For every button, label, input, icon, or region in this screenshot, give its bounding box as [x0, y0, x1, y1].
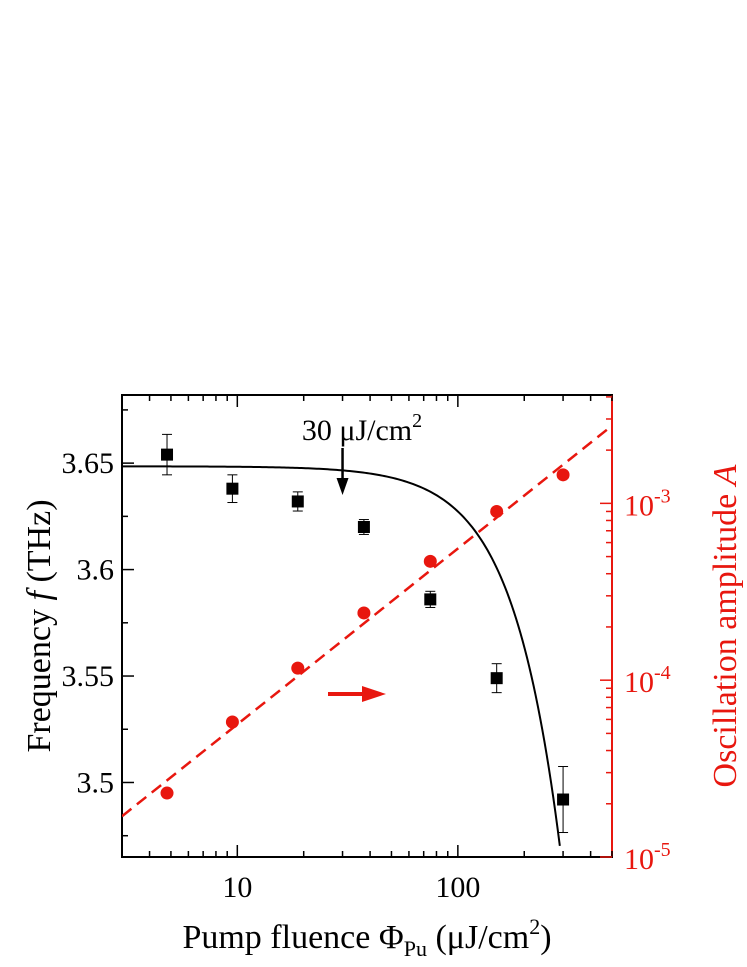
y-right-axis-title-pre: Oscillation amplitude: [707, 485, 744, 787]
fits-layer: [122, 424, 612, 847]
y-left-axis-title-post: (THz): [21, 499, 58, 591]
y-left-tick-label: 3.5: [77, 766, 115, 799]
amplitude-point: [357, 606, 371, 620]
frequency-point: [291, 495, 304, 508]
threshold-arrow: [336, 448, 349, 495]
amplitude-fit-line: [122, 424, 612, 818]
y-right-axis-title: Oscillation amplitude A: [707, 464, 744, 787]
threshold-annotation: 30 μJ/cm2: [302, 410, 422, 447]
frequency-point: [357, 521, 370, 533]
x-axis-title: Pump fluence ΦPu (μJ/cm2): [182, 914, 551, 961]
marks-layer: [160, 433, 570, 834]
amplitude-point: [160, 786, 174, 800]
y-right-tick-label-base: 10: [624, 843, 654, 876]
x-axis-title-subscript: Pu: [404, 936, 427, 961]
y-left-axis-title: Frequency f (THz): [21, 499, 58, 752]
amplitude-point: [225, 715, 239, 729]
frequency-point: [161, 448, 174, 461]
frequency-point: [226, 482, 239, 495]
y-right-tick-label-exp: -3: [654, 485, 671, 507]
x-axis-title-main: Pump fluence Φ: [182, 919, 403, 956]
y-right-tick-label: 10-3: [624, 485, 671, 522]
y-right-tick-label: 10-5: [624, 839, 671, 876]
threshold-annotation-text: 30 μJ/cm: [302, 414, 412, 447]
right-arrow-head: [362, 686, 386, 702]
y-right-tick-label-base: 10: [624, 489, 654, 522]
y-right-tick-label: 10-4: [624, 662, 671, 699]
x-axis-title-unit: (μJ/cm: [427, 919, 529, 956]
amplitude-point: [423, 554, 437, 568]
y-right-axis-title-var: A: [707, 464, 744, 487]
y-left-tick-label: 3.55: [62, 660, 115, 693]
x-axis-title-unit-sup: 2: [529, 914, 540, 939]
x-tick-label: 10: [222, 871, 252, 904]
y-right-tick-label-base: 10: [624, 666, 654, 699]
threshold-arrow-head: [336, 478, 349, 495]
amplitude-point: [490, 504, 504, 518]
plot-frame: [121, 394, 613, 858]
x-axis-title-unit-close: ): [540, 919, 551, 956]
threshold-annotation-sup: 2: [412, 410, 422, 432]
frequency-point: [557, 793, 570, 806]
right-axis-arrow: [328, 686, 386, 702]
y-right-tick-label-exp: -5: [654, 839, 671, 861]
y-right-tick-label-exp: -4: [654, 662, 671, 684]
amplitude-point: [556, 468, 570, 482]
ticks-layer: [121, 395, 613, 858]
y-left-tick-label: 3.6: [77, 554, 115, 587]
y-left-axis-title-pre: Frequency: [21, 601, 58, 753]
frequency-fit-curve: [122, 465, 561, 847]
frequency-point: [490, 672, 503, 685]
y-left-tick-label: 3.65: [62, 447, 115, 480]
x-tick-label: 100: [435, 871, 480, 904]
frequency-point: [424, 593, 437, 606]
amplitude-point: [291, 661, 305, 675]
